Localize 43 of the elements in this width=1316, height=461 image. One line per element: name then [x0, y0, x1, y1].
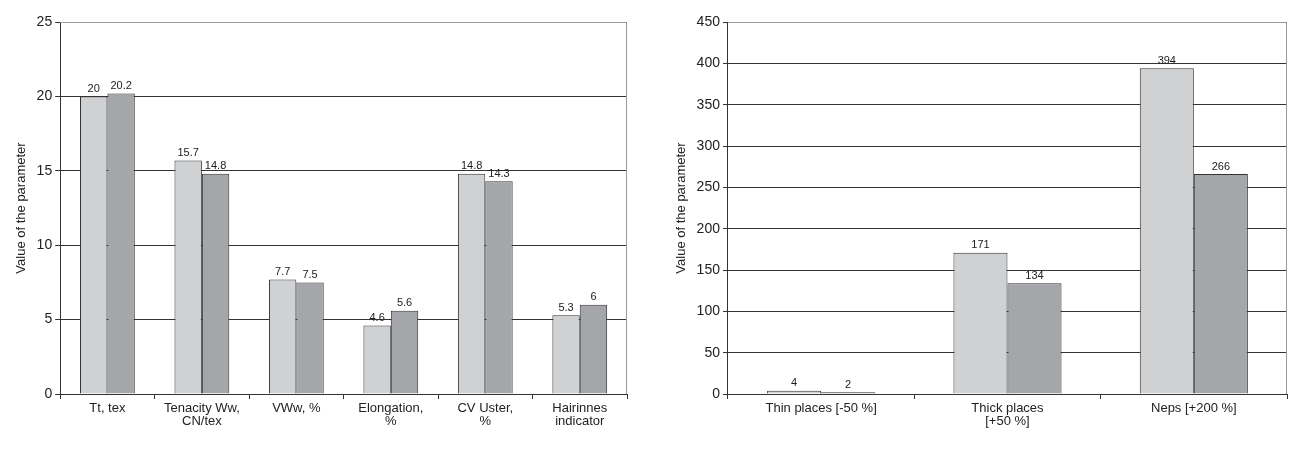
- data-label: 134: [1025, 268, 1044, 281]
- x-tick-label: Neps [+200 %]: [1151, 400, 1237, 416]
- y-tick-label: 400: [696, 54, 721, 71]
- data-label: 6: [590, 290, 597, 303]
- x-tick-label: Tenacity Ww, CN/tex: [163, 400, 240, 429]
- data-label: 4: [791, 376, 798, 389]
- y-tick-label: 10: [36, 236, 53, 253]
- y-tick-label: 20: [36, 87, 53, 104]
- x-tick-label: Hairinnes indicator: [552, 400, 608, 429]
- y-tick-label: 150: [696, 260, 721, 277]
- y-tick-label: 0: [44, 384, 53, 401]
- y-tick-label: 200: [696, 219, 721, 236]
- data-label: 171: [971, 238, 990, 251]
- data-label: 14.8: [460, 159, 483, 172]
- x-tick-label: CV Uster, %: [457, 400, 514, 429]
- y-tick-label: 300: [696, 136, 721, 153]
- data-label: 14.8: [204, 159, 227, 172]
- data-label: 394: [1157, 53, 1176, 66]
- y-tick-label: 450: [696, 12, 721, 29]
- y-tick-label: 250: [696, 178, 721, 195]
- data-label: 20: [87, 81, 100, 94]
- x-tick-label: Thin places [-50 %]: [765, 400, 877, 416]
- data-label: 5.3: [558, 300, 574, 313]
- data-label: 2: [845, 377, 852, 390]
- data-label: 15.7: [177, 145, 199, 158]
- data-label: 20.2: [110, 78, 132, 91]
- data-label: 5.6: [396, 296, 413, 309]
- x-tick-label: VWw, %: [272, 400, 321, 416]
- y-tick-label: 350: [696, 95, 721, 112]
- y-tick-label: 25: [36, 12, 53, 29]
- y-axis-title: Value of the parameter: [13, 141, 29, 274]
- data-label: 266: [1211, 159, 1231, 172]
- y-axis-title: Value of the parameter: [673, 141, 689, 274]
- x-tick-label: Tt, tex: [89, 400, 126, 416]
- y-tick-label: 0: [712, 384, 721, 401]
- x-tick-label: Elongation, %: [358, 400, 424, 429]
- data-label: 7.5: [302, 267, 318, 280]
- y-tick-label: 5: [44, 310, 53, 327]
- data-label: 7.7: [275, 264, 291, 277]
- y-tick-label: 50: [704, 343, 721, 360]
- y-tick-label: 15: [36, 161, 53, 178]
- x-tick-label: Thick places [+50 %]: [971, 400, 1045, 429]
- y-tick-label: 100: [696, 302, 721, 319]
